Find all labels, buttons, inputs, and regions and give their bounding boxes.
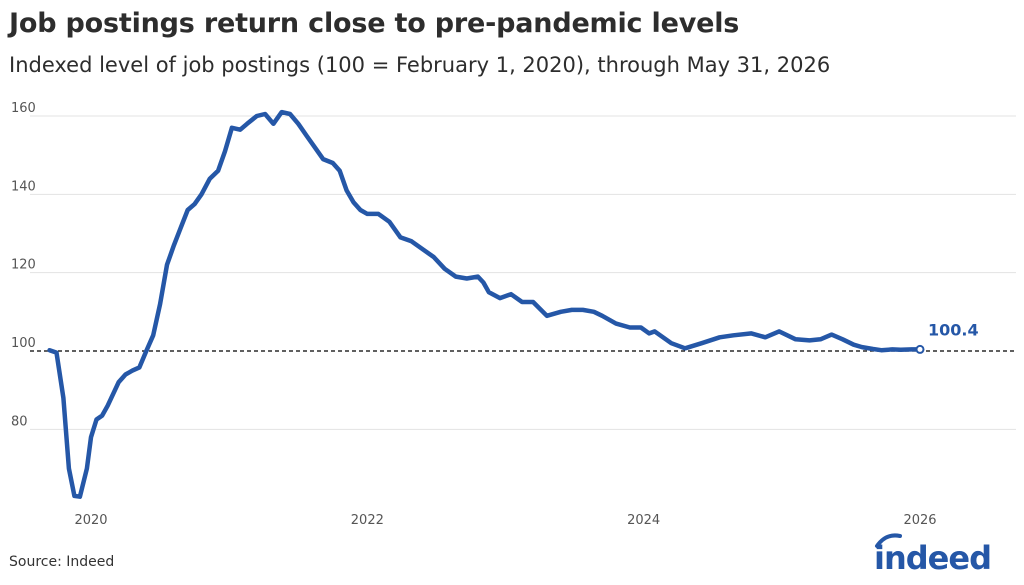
indeed-logo: indeed [874,533,992,577]
chart-subtitle: Indexed level of job postings (100 = Feb… [9,53,831,77]
gridlines [30,115,1016,430]
chart-title: Job postings return close to pre-pandemi… [9,8,740,39]
x-tick-label-2022: 2022 [351,513,384,528]
x-axis-ticks: 2020 2022 2024 2026 [74,513,936,528]
y-tick-label-100: 100 [11,336,36,351]
series-line-job-postings [47,109,923,499]
y-axis-ticks: 80 100 120 140 160 [11,101,36,429]
end-value-label: 100.4 [928,320,979,339]
source-note: Source: Indeed [9,554,115,570]
x-tick-label-2020: 2020 [74,513,107,528]
x-tick-label-2026: 2026 [903,513,936,528]
y-tick-label-80: 80 [11,414,28,429]
x-tick-label-2024: 2024 [627,513,660,528]
end-point-marker [915,344,925,354]
y-tick-label-140: 140 [11,179,36,194]
y-tick-label-160: 160 [11,101,36,116]
svg-text:indeed: indeed [874,539,991,577]
y-tick-label-120: 120 [11,258,36,273]
